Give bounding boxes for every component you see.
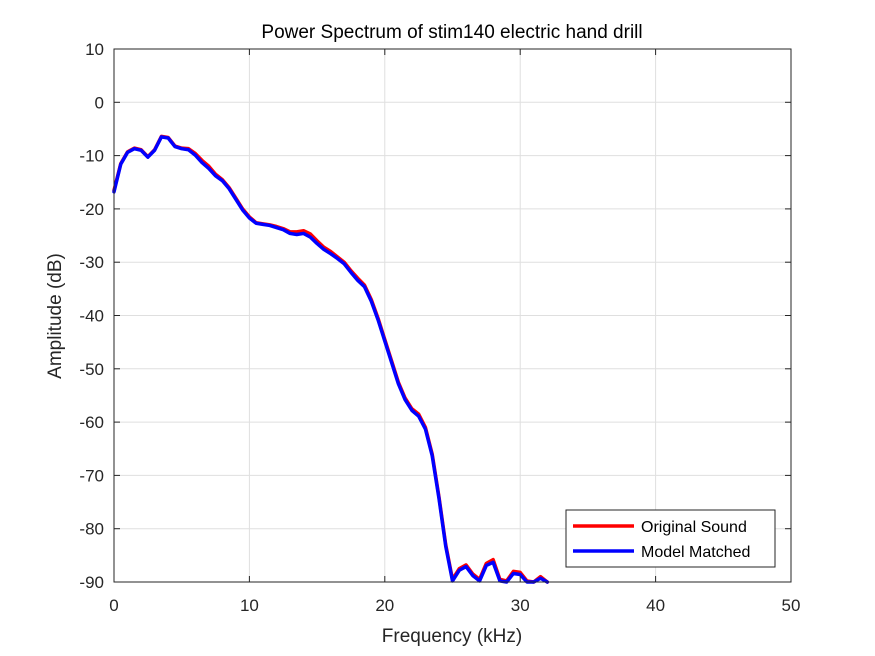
y-tick-label: -50 <box>79 360 104 379</box>
legend-box <box>565 509 776 568</box>
x-tick-label: 50 <box>782 596 801 615</box>
legend: Original Sound Model Matched <box>565 509 776 568</box>
x-tick-label: 0 <box>109 596 118 615</box>
x-tick-label: 30 <box>511 596 530 615</box>
x-tick-label: 40 <box>646 596 665 615</box>
series-line-model-matched <box>112 135 550 584</box>
grid-lines <box>114 49 791 582</box>
series-lines <box>112 134 550 584</box>
y-tick-label: -20 <box>79 200 104 219</box>
y-tick-label: -30 <box>79 253 104 272</box>
legend-label-original-sound: Original Sound <box>641 519 747 536</box>
x-tick-label: 10 <box>240 596 259 615</box>
y-tick-label: -70 <box>79 466 104 485</box>
y-tick-label: -90 <box>79 573 104 592</box>
y-tick-label: -60 <box>79 413 104 432</box>
y-tick-label: 0 <box>95 93 104 112</box>
y-tick-label: -80 <box>79 520 104 539</box>
y-tick-label: 10 <box>85 40 104 59</box>
y-tick-label: -40 <box>79 307 104 326</box>
x-axis-label: Frequency (kHz) <box>382 626 522 647</box>
legend-label-model-matched: Model Matched <box>641 544 750 561</box>
axis-ticks: 0 10 20 30 40 50 10 0 -10 -20 -30 -40 -50 -60 -70 -80 -9… <box>79 40 800 615</box>
x-tick-label: 20 <box>375 596 394 615</box>
y-axis-label: Amplitude (dB) <box>45 253 66 379</box>
y-tick-label: -10 <box>79 147 104 166</box>
chart-title: Power Spectrum of stim140 electric hand … <box>261 22 642 43</box>
